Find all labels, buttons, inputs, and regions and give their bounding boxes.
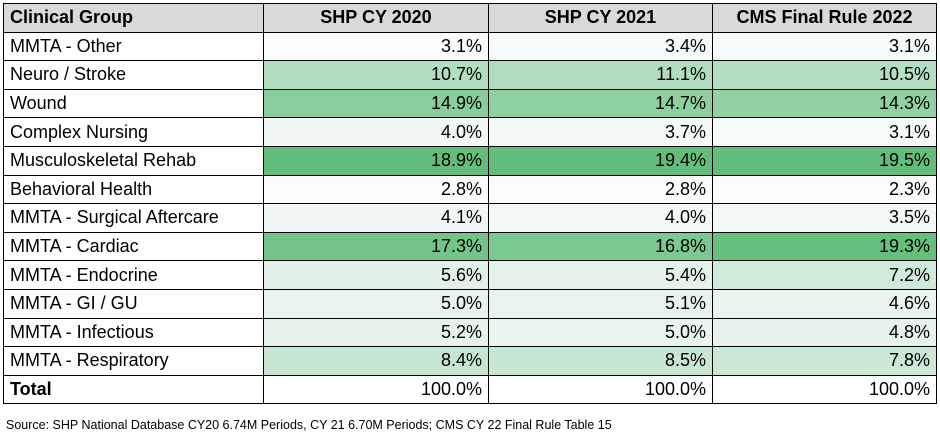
value-cell: 4.6% xyxy=(712,288,937,319)
value-cell: 10.5% xyxy=(712,60,937,90)
clinical-group-label: MMTA - Respiratory xyxy=(3,346,264,376)
table-row: MMTA - Infectious 5.2% 5.0% 4.8% xyxy=(3,317,937,348)
table-row: MMTA - Cardiac 17.3% 16.8% 19.3% xyxy=(3,231,937,262)
value-cell: 4.0% xyxy=(488,203,713,233)
clinical-group-table: Clinical Group SHP CY 2020 SHP CY 2021 C… xyxy=(3,3,937,405)
value-cell: 3.1% xyxy=(712,31,937,62)
value-cell: 4.0% xyxy=(263,117,489,147)
table-row: MMTA - Other 3.1% 3.4% 3.1% xyxy=(3,31,937,62)
clinical-group-label: Behavioral Health xyxy=(3,174,264,205)
clinical-group-label: MMTA - Surgical Aftercare xyxy=(3,203,264,233)
table-row: MMTA - Endocrine 5.6% 5.4% 7.2% xyxy=(3,260,937,290)
value-cell: 19.3% xyxy=(712,231,937,262)
clinical-group-label: Musculoskeletal Rehab xyxy=(3,145,264,176)
value-cell: 11.1% xyxy=(488,60,713,90)
value-cell: 5.0% xyxy=(263,288,489,319)
value-cell: 14.9% xyxy=(263,88,489,119)
column-header: SHP CY 2020 xyxy=(263,3,489,33)
table-row: Complex Nursing 4.0% 3.7% 3.1% xyxy=(3,117,937,147)
clinical-group-label: MMTA - Other xyxy=(3,31,264,62)
value-cell: 8.5% xyxy=(488,346,713,376)
clinical-group-label: MMTA - GI / GU xyxy=(3,288,264,319)
clinical-group-label: Neuro / Stroke xyxy=(3,60,264,90)
value-cell: 2.8% xyxy=(263,174,489,205)
value-cell: 14.7% xyxy=(488,88,713,119)
value-cell: 16.8% xyxy=(488,231,713,262)
value-cell: 5.2% xyxy=(263,317,489,348)
value-cell: 4.1% xyxy=(263,203,489,233)
value-cell: 19.5% xyxy=(712,145,937,176)
value-cell: 10.7% xyxy=(263,60,489,90)
table-row: Behavioral Health 2.8% 2.8% 2.3% xyxy=(3,174,937,205)
column-header: CMS Final Rule 2022 xyxy=(712,3,937,33)
value-cell: 8.4% xyxy=(263,346,489,376)
value-cell: 4.8% xyxy=(712,317,937,348)
source-note: Source: SHP National Database CY20 6.74M… xyxy=(6,418,612,432)
value-cell: 19.4% xyxy=(488,145,713,176)
value-cell: 5.6% xyxy=(263,260,489,290)
total-row: Total 100.0% 100.0% 100.0% xyxy=(3,374,937,405)
value-cell: 3.4% xyxy=(488,31,713,62)
value-cell: 7.2% xyxy=(712,260,937,290)
total-value: 100.0% xyxy=(488,374,713,405)
value-cell: 5.1% xyxy=(488,288,713,319)
value-cell: 5.0% xyxy=(488,317,713,348)
header-row: Clinical Group SHP CY 2020 SHP CY 2021 C… xyxy=(3,3,937,33)
total-value: 100.0% xyxy=(263,374,489,405)
table-row: Wound 14.9% 14.7% 14.3% xyxy=(3,88,937,119)
clinical-group-label: Complex Nursing xyxy=(3,117,264,147)
table-row: MMTA - Respiratory 8.4% 8.5% 7.8% xyxy=(3,346,937,376)
clinical-group-label: MMTA - Endocrine xyxy=(3,260,264,290)
clinical-group-label: MMTA - Infectious xyxy=(3,317,264,348)
value-cell: 14.3% xyxy=(712,88,937,119)
column-header: SHP CY 2021 xyxy=(488,3,713,33)
total-value: 100.0% xyxy=(712,374,937,405)
value-cell: 3.7% xyxy=(488,117,713,147)
value-cell: 2.8% xyxy=(488,174,713,205)
column-header: Clinical Group xyxy=(3,3,264,33)
value-cell: 3.5% xyxy=(712,203,937,233)
table-row: Neuro / Stroke 10.7% 11.1% 10.5% xyxy=(3,60,937,90)
table-row: MMTA - GI / GU 5.0% 5.1% 4.6% xyxy=(3,288,937,319)
value-cell: 2.3% xyxy=(712,174,937,205)
value-cell: 17.3% xyxy=(263,231,489,262)
value-cell: 3.1% xyxy=(263,31,489,62)
value-cell: 7.8% xyxy=(712,346,937,376)
value-cell: 5.4% xyxy=(488,260,713,290)
total-label: Total xyxy=(3,374,264,405)
clinical-group-label: Wound xyxy=(3,88,264,119)
clinical-group-label: MMTA - Cardiac xyxy=(3,231,264,262)
value-cell: 3.1% xyxy=(712,117,937,147)
value-cell: 18.9% xyxy=(263,145,489,176)
table-row: Musculoskeletal Rehab 18.9% 19.4% 19.5% xyxy=(3,145,937,176)
table-row: MMTA - Surgical Aftercare 4.1% 4.0% 3.5% xyxy=(3,203,937,233)
